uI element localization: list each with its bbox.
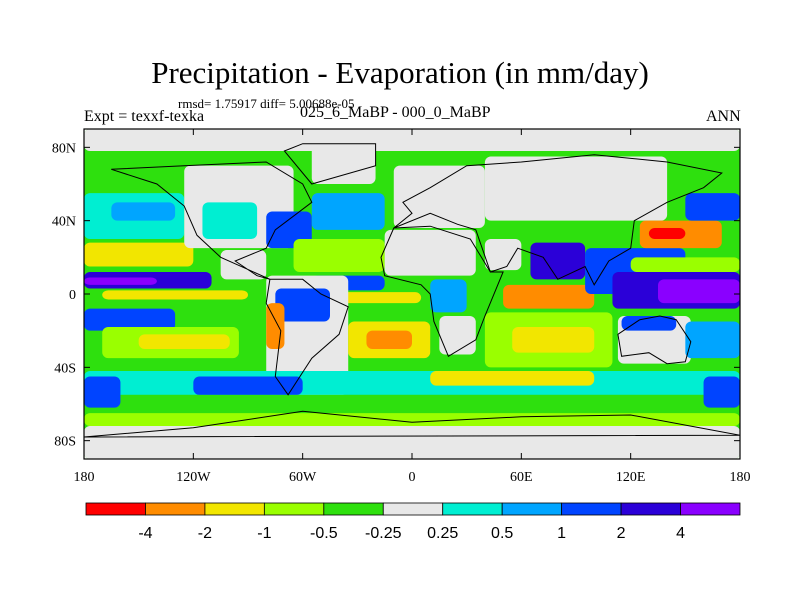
y-tick-label: 40N (52, 215, 76, 230)
coastlines (84, 143, 740, 438)
x-tick-label: 60E (510, 470, 533, 485)
colorbar-swatch (323, 502, 384, 516)
field-region-amazon-blue (275, 288, 330, 322)
field-region-na-interior-green (202, 202, 258, 239)
x-tick-label: 0 (409, 470, 416, 485)
coastline-4 (617, 315, 692, 365)
x-tick-label: 180 (730, 470, 751, 485)
field-region-north-polar-land (84, 129, 740, 151)
chart-title: Precipitation - Evaporation (in mm/day) (151, 55, 649, 90)
season-label: ANN (706, 108, 741, 125)
field-region-nw-pacific-blue (685, 193, 740, 221)
field-region-southern-ocean-blue-w (193, 376, 303, 395)
colorbar-swatch (620, 502, 681, 516)
period-label: 025_6_MaBP - 000_0_MaBP (300, 104, 491, 121)
field-region-arabia (484, 239, 522, 271)
field-region-southern-ocean-green (84, 394, 740, 414)
y-tick-label: 80S (54, 435, 76, 450)
field-region-greenland (311, 143, 376, 184)
colorbar-swatch (382, 502, 444, 516)
field-region-itcz-pacific-core (84, 277, 157, 285)
field-region-india-monsoon (530, 242, 586, 280)
coastline-1 (265, 278, 349, 396)
colorbar-swatch (145, 502, 206, 516)
field-region-aus-north-blue (621, 316, 677, 331)
stats-label: rmsd= 1.75917 diff= 5.00688e-05 (178, 96, 355, 111)
field-region-south-pacific-w (685, 321, 740, 359)
field-region-north-pacific-itcz-w (630, 257, 740, 272)
y-tick-label: 0 (69, 288, 76, 303)
colorbar-label: 0.25 (427, 525, 458, 542)
field-region-antarctic-margin (84, 413, 740, 426)
colorbar-label: -1 (257, 525, 271, 542)
y-tick-label: 40S (54, 361, 76, 376)
field-region-equator-pacific-dry (102, 290, 248, 300)
coastline-0 (111, 161, 313, 280)
y-tick-label: 80N (52, 141, 76, 156)
field-region-kuroshio-red (648, 228, 686, 239)
field-region-southern-ocean-yellow (430, 371, 595, 386)
colorbar-swatch (442, 502, 503, 516)
field-region-north-africa (384, 229, 476, 276)
field-region-south-atlantic-orange (366, 330, 412, 349)
colorbar-swatch (204, 502, 265, 516)
field-region-north-pacific-blue (111, 202, 176, 221)
field-region-andes-dry (266, 303, 285, 349)
field-region-southern-ocean-cyan (84, 371, 740, 395)
field-region-europe (393, 165, 485, 228)
coastline-3 (393, 154, 723, 286)
field-region-asia (484, 156, 668, 221)
colorbar-label: -4 (138, 525, 152, 542)
colorbar-swatch (85, 502, 146, 516)
colorbar-label: 1 (557, 525, 566, 542)
colorbar-swatch (561, 502, 622, 516)
field-region-south-pacific-yellow (138, 334, 230, 349)
field-region-central-africa-blue (430, 279, 467, 313)
field-region-spcz-blue (84, 308, 176, 331)
colorbar-swatch (680, 502, 741, 516)
field-region-atlantic-eq-dry (339, 292, 422, 304)
colorbar-label: 0.5 (491, 525, 513, 542)
colorbar-label: 2 (617, 525, 626, 542)
x-tick-label: 60W (289, 470, 317, 485)
map-axes: 180 120W 60W 0 60E 120E 180 80N 40N 0 40S 80S (52, 129, 751, 485)
colorbar-label: 4 (676, 525, 685, 542)
field-region-indian-ocean-yellow (512, 327, 595, 353)
coastline-6 (84, 410, 740, 438)
field-region-sh-west-blue (84, 376, 121, 408)
field-region-atlantic-subtropic-n (293, 239, 385, 272)
map-field (84, 129, 740, 459)
x-tick-label: 180 (74, 470, 95, 485)
colorbar-label: -0.5 (310, 525, 338, 542)
field-region-subtropical-pacific-n (84, 242, 194, 267)
colorbar-label: -0.25 (365, 525, 402, 542)
field-region-central-america (220, 250, 267, 280)
colorbar-swatch (501, 502, 563, 516)
colorbar-swatch (263, 502, 325, 516)
field-region-sh-east-blue (703, 376, 740, 408)
field-region-north-atlantic-cyan (311, 193, 385, 230)
field-region-antarctica (84, 426, 740, 459)
field-region-west-pacific-violet (658, 279, 740, 304)
x-tick-label: 120E (616, 470, 646, 485)
experiment-label: Expt = texxf-texka (84, 108, 205, 125)
field-region-indian-ocean-eq (503, 284, 595, 309)
coastline-5 (283, 143, 377, 185)
colorbar: -4 -2 -1 -0.5 -0.25 0.25 0.5 1 2 4 (85, 502, 741, 542)
coastline-2 (380, 225, 504, 358)
x-tick-label: 120W (176, 470, 211, 485)
colorbar-label: -2 (198, 525, 212, 542)
